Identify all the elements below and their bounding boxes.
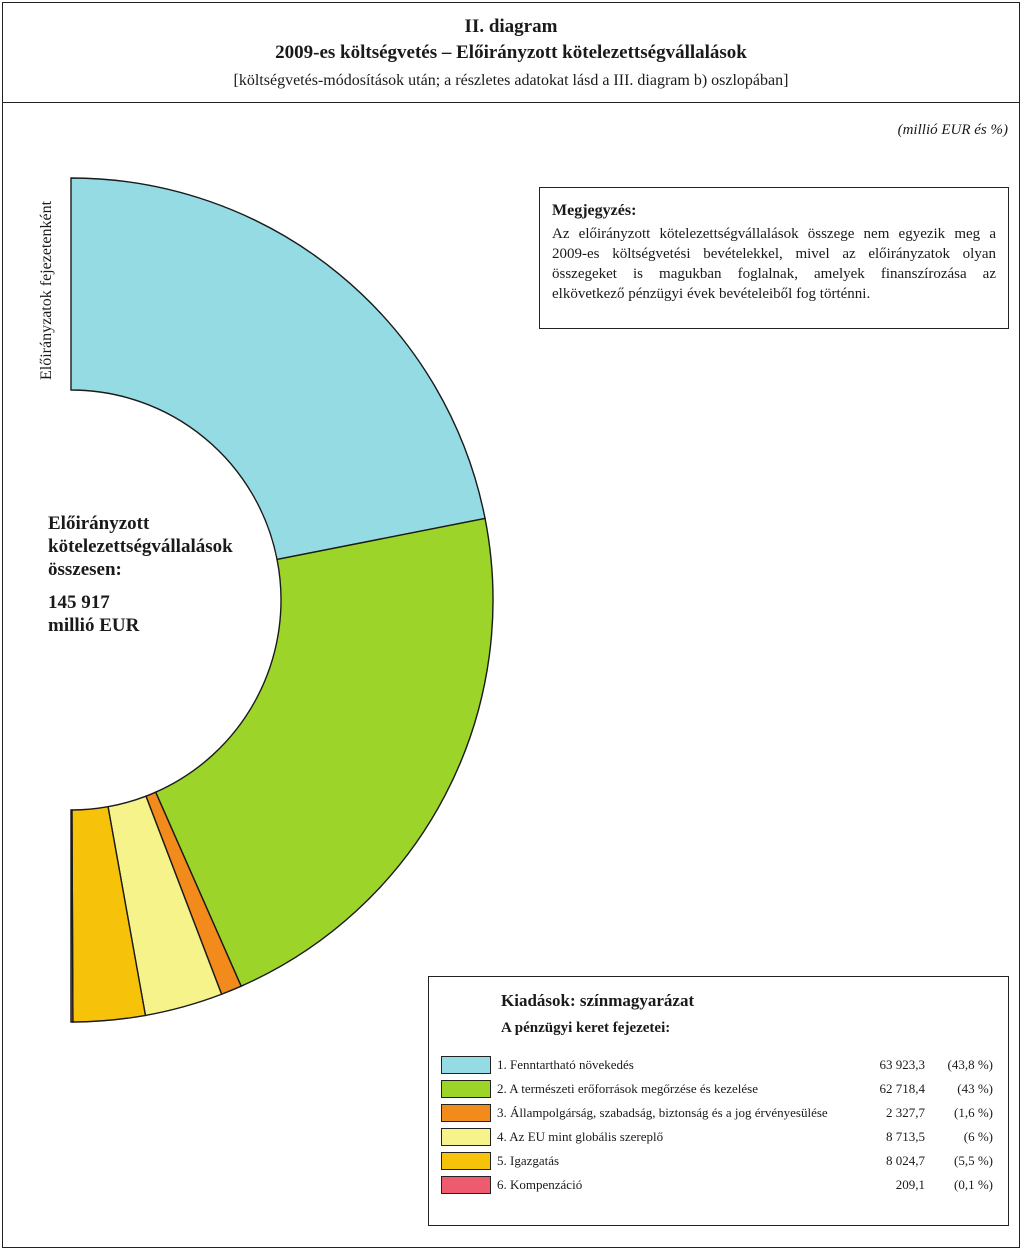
legend-label-5: 5. Igazgatás	[497, 1153, 560, 1168]
donut-slice-2	[154, 517, 494, 988]
legend-title: Kiadások: színmagyarázat	[501, 991, 695, 1010]
donut-slice-1	[70, 177, 486, 561]
note-title: Megjegyzés:	[552, 202, 637, 219]
chart-header: II. diagram 2009-es költségvetés – Előir…	[2, 2, 1020, 103]
legend-value-2: 62 718,4	[879, 1081, 926, 1096]
total-label: Előirányzott kötelezettségvállalások öss…	[48, 513, 233, 580]
legend-item-2: 2. A természeti erőforrások megőrzése és…	[441, 1080, 1001, 1098]
total-value: 145 917 millió EUR	[48, 592, 140, 636]
legend-value-1: 63 923,3	[879, 1057, 926, 1072]
legend-percent-3: (1,6 %)	[954, 1105, 993, 1120]
legend-value-3: 2 327,7	[886, 1105, 925, 1120]
unit-label: (millió EUR és %)	[897, 122, 1008, 138]
chart-subtitle: [költségvetés-módosítások után; a részle…	[233, 72, 789, 89]
legend-swatch-5	[441, 1152, 491, 1170]
note-text: Az előirányzott kötelezettségvállalások …	[552, 226, 996, 302]
legend-item-1: 1. Fenntartható növekedés 63 923,3 (43,8 %…	[441, 1056, 1001, 1074]
legend-swatch-1	[441, 1056, 491, 1074]
note-box: Megjegyzés: Az előirányzott kötelezettsé…	[539, 187, 1009, 329]
legend-subtitle: A pénzügyi keret fejezetei:	[501, 1020, 671, 1036]
legend-swatch-6	[441, 1176, 491, 1194]
legend-label-2: 2. A természeti erőforrások megőrzése és…	[497, 1081, 758, 1096]
legend-item-3: 3. Állampolgárság, szabadság, biztonság …	[441, 1104, 1001, 1122]
legend-swatch-3	[441, 1104, 491, 1122]
legend-label-3: 3. Állampolgárság, szabadság, biztonság …	[497, 1105, 828, 1120]
legend-percent-4: (6 %)	[963, 1129, 993, 1144]
legend-box: Kiadások: színmagyarázat A pénzügyi kere…	[428, 976, 1009, 1226]
legend-percent-1: (43,8 %)	[947, 1057, 994, 1072]
donut-slice-6	[70, 809, 74, 1023]
legend-value-4: 8 713,5	[886, 1129, 925, 1144]
legend-percent-2: (43 %)	[957, 1081, 993, 1096]
chart-title: 2009-es költségvetés – Előirányzott köte…	[275, 42, 747, 63]
legend-label-1: 1. Fenntartható növekedés	[497, 1057, 634, 1072]
legend-label-4: 4. Az EU mint globális szereplő	[497, 1129, 664, 1144]
chart-number: II. diagram	[464, 16, 558, 37]
legend-label-6: 6. Kompenzáció	[497, 1177, 583, 1192]
legend-item-4: 4. Az EU mint globális szereplő 8 713,5 (6…	[441, 1128, 1001, 1146]
legend-percent-5: (5,5 %)	[954, 1153, 993, 1168]
legend-value-6: 209,1	[895, 1177, 925, 1192]
legend-item-6: 6. Kompenzáció 209,1 (0,1 %)	[441, 1176, 1001, 1194]
legend-item-5: 5. Igazgatás 8 024,7 (5,5 %)	[441, 1152, 1001, 1170]
legend-swatch-4	[441, 1128, 491, 1146]
legend-percent-6: (0,1 %)	[954, 1177, 993, 1192]
legend-value-5: 8 024,7	[886, 1153, 925, 1168]
legend-swatch-2	[441, 1080, 491, 1098]
